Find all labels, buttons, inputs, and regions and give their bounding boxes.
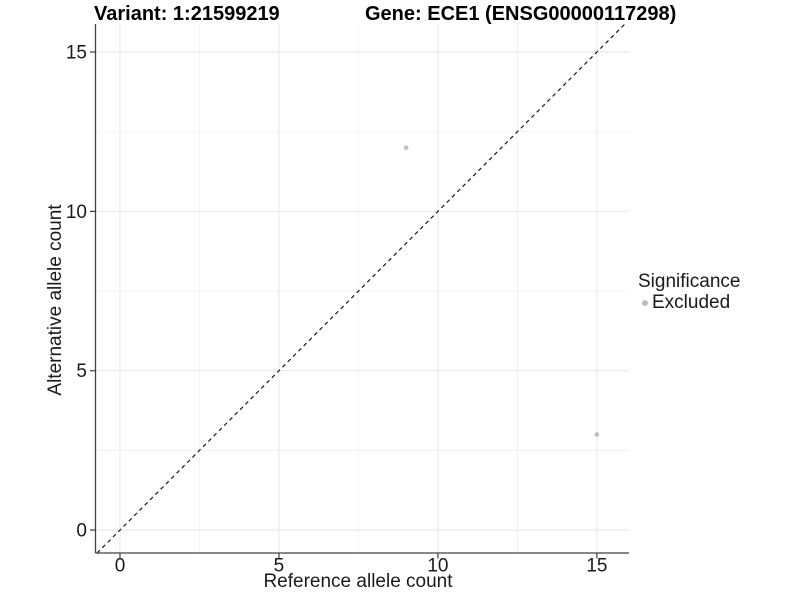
legend-title: Significance (638, 271, 741, 292)
legend-item-label: Excluded (652, 292, 731, 313)
plot-title-variant: Variant: 1:21599219 (94, 3, 280, 25)
y-tick-label: 5 (76, 361, 87, 382)
data-point (403, 145, 409, 150)
y-tick-label: 0 (76, 521, 87, 542)
legend-key-dot-icon (642, 300, 648, 306)
x-axis-label: Reference allele count (263, 571, 453, 592)
y-axis-label: Alternative allele count (45, 204, 66, 396)
plot-title-gene: Gene: ECE1 (ENSG00000117298) (365, 3, 677, 25)
x-tick-label: 10 (427, 556, 448, 577)
identity-dashed-line (96, 23, 626, 554)
legend: Significance Excluded (630, 271, 800, 313)
x-tick-label: 0 (115, 556, 126, 577)
legend-item-excluded: Excluded (630, 293, 800, 313)
x-tick-label: 5 (274, 556, 285, 577)
x-tick-label: 15 (586, 556, 607, 577)
y-tick-label: 15 (66, 43, 87, 64)
y-tick-label: 10 (66, 202, 87, 223)
data-point (594, 432, 600, 437)
